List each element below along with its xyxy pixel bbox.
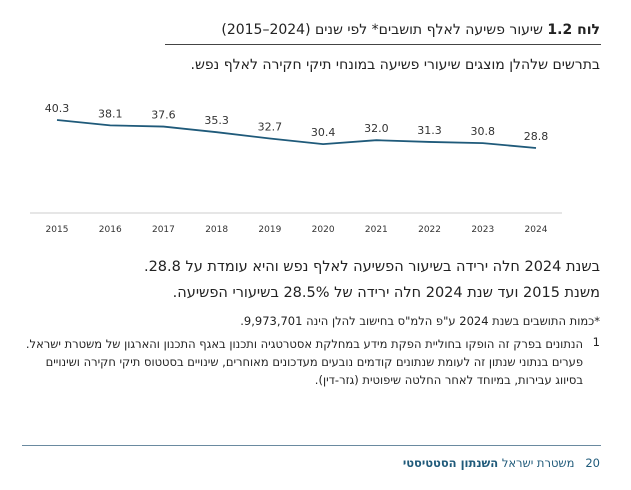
x-tick-label: 2020 — [312, 225, 335, 235]
data-line — [56, 119, 537, 149]
subtitle: בתרשים שלהלן מוצגים שיעורי פשיעה במונחי … — [190, 57, 600, 73]
paragraph: משנת 2015 ועד שנת 2024 חלה ירידה של 28.5… — [172, 285, 600, 301]
page-number: 20 — [585, 456, 600, 470]
x-tick-label: 2016 — [99, 225, 122, 235]
value-label: 32.0 — [364, 122, 389, 135]
value-label: 32.7 — [258, 121, 283, 134]
x-tick-label: 2024 — [525, 225, 548, 235]
footer-org: משטרת ישראל — [501, 456, 575, 470]
x-tick-label: 2021 — [365, 225, 388, 235]
x-tick-label: 2023 — [471, 225, 494, 235]
value-label: 38.1 — [98, 107, 123, 120]
title-rule — [165, 44, 601, 45]
x-tick-label: 2017 — [152, 225, 175, 235]
paragraph: בשנת 2024 חלה ירידה בשיעור הפשיעה לאלף נ… — [143, 259, 600, 275]
footer-publication: השנתון הסטטיסטי — [402, 456, 499, 470]
value-label: 35.3 — [204, 114, 229, 127]
x-tick-label: 2019 — [258, 225, 281, 235]
note-text: הנתונים בפרק זה הופקו בחוליית הפקת מידע … — [25, 337, 583, 387]
footnote: *כמות התושבים בשנת 2024 ע"פ הלמ"ס בחישוב… — [240, 314, 600, 328]
value-label: 30.4 — [311, 126, 336, 139]
value-label: 31.3 — [417, 124, 442, 137]
value-label: 40.3 — [45, 102, 70, 115]
x-tick-label: 2015 — [46, 225, 69, 235]
note-number: 1 — [592, 335, 600, 349]
value-label: 37.6 — [151, 109, 176, 122]
value-label: 28.8 — [524, 130, 549, 143]
x-tick-label: 2022 — [418, 225, 441, 235]
x-tick-label: 2018 — [205, 225, 228, 235]
table-title: שיעור פשיעה לאלף תושבים* לפי שנים (2024–… — [221, 22, 543, 38]
table-label: לוח 1.2 — [547, 22, 600, 38]
footer: 20 משטרת ישראל השנתון הסטטיסטי — [403, 456, 600, 470]
header: לוח 1.2 שיעור פשיעה לאלף תושבים* לפי שני… — [221, 22, 600, 38]
value-label: 30.8 — [471, 125, 496, 138]
footer-rule — [22, 445, 601, 446]
